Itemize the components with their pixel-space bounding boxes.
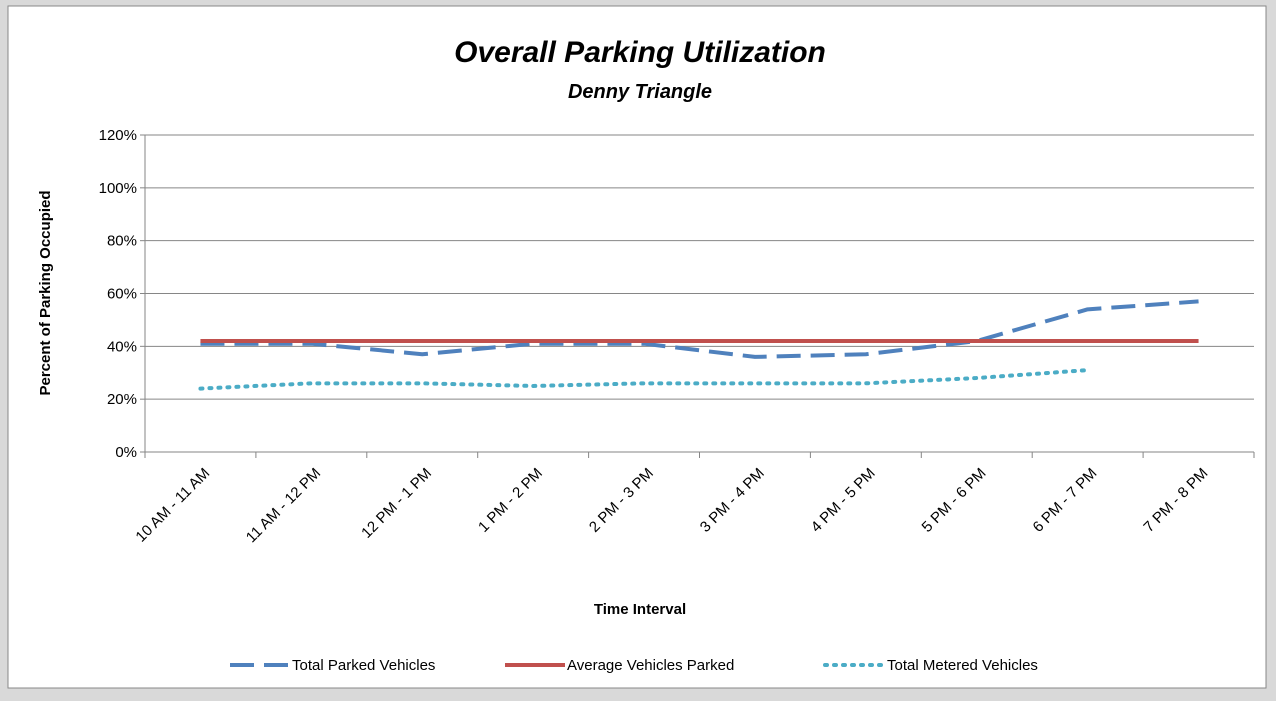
x-axis-title: Time Interval [594, 601, 686, 618]
chart-subtitle: Denny Triangle [568, 81, 712, 103]
y-axis-title: Percent of Parking Occupied [37, 190, 54, 395]
series-line [200, 299, 1199, 359]
y-tick-label: 120% [99, 127, 137, 144]
y-tick-label: 0% [115, 444, 137, 461]
legend-label: Total Metered Vehicles [887, 657, 1038, 674]
chart-title: Overall Parking Utilization [454, 36, 826, 69]
chart-area [7, 5, 1267, 689]
legend-label: Average Vehicles Parked [567, 657, 734, 674]
y-tick-label: 60% [107, 286, 137, 303]
y-tick-label: 20% [107, 391, 137, 408]
legend-label: Total Parked Vehicles [292, 657, 435, 674]
y-tick-label: 100% [99, 180, 137, 197]
y-tick-label: 40% [107, 338, 137, 355]
y-tick-label: 80% [107, 233, 137, 250]
series-line [198, 368, 1090, 391]
